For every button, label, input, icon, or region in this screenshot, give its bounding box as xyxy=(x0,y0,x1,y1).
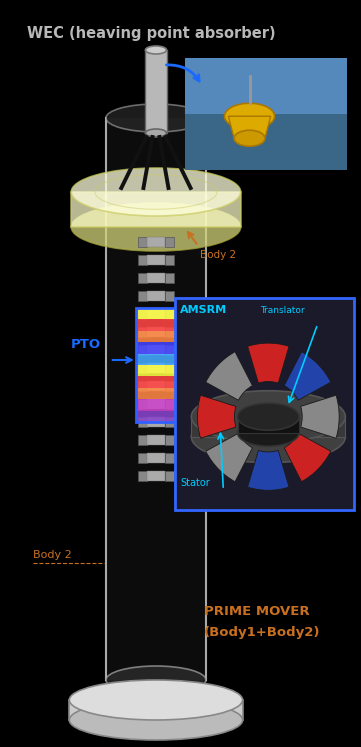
Polygon shape xyxy=(165,363,174,373)
Polygon shape xyxy=(147,453,165,463)
Polygon shape xyxy=(136,365,176,376)
Polygon shape xyxy=(136,320,176,331)
Ellipse shape xyxy=(106,104,206,132)
Ellipse shape xyxy=(238,403,299,430)
Polygon shape xyxy=(138,237,147,247)
Polygon shape xyxy=(138,309,147,319)
Polygon shape xyxy=(138,327,147,337)
Polygon shape xyxy=(147,255,165,265)
Polygon shape xyxy=(69,700,243,720)
Text: Body 2: Body 2 xyxy=(200,250,236,260)
Ellipse shape xyxy=(238,419,299,446)
Polygon shape xyxy=(138,291,147,301)
Text: PRIME MOVER: PRIME MOVER xyxy=(204,605,310,618)
Text: PTO: PTO xyxy=(71,338,101,351)
Polygon shape xyxy=(165,471,174,481)
Polygon shape xyxy=(138,471,147,481)
Wedge shape xyxy=(301,395,339,438)
Bar xyxy=(185,58,347,114)
Ellipse shape xyxy=(191,391,345,443)
Polygon shape xyxy=(147,291,165,301)
Ellipse shape xyxy=(71,168,241,216)
Polygon shape xyxy=(138,381,147,391)
Ellipse shape xyxy=(69,700,243,740)
Polygon shape xyxy=(136,399,176,411)
Wedge shape xyxy=(248,343,289,383)
Polygon shape xyxy=(147,399,165,409)
Polygon shape xyxy=(165,291,174,301)
Polygon shape xyxy=(147,435,165,445)
Polygon shape xyxy=(147,309,165,319)
Polygon shape xyxy=(165,381,174,391)
Polygon shape xyxy=(165,309,174,319)
Text: AMSRM: AMSRM xyxy=(180,305,227,315)
Polygon shape xyxy=(136,388,176,399)
Polygon shape xyxy=(147,273,165,283)
Polygon shape xyxy=(165,255,174,265)
Polygon shape xyxy=(147,345,165,355)
Polygon shape xyxy=(165,327,174,337)
Ellipse shape xyxy=(234,130,265,146)
Ellipse shape xyxy=(145,46,166,54)
Text: Stator: Stator xyxy=(180,478,210,488)
Polygon shape xyxy=(147,327,165,337)
Polygon shape xyxy=(138,345,147,355)
Polygon shape xyxy=(147,471,165,481)
Polygon shape xyxy=(138,363,147,373)
Polygon shape xyxy=(145,50,166,133)
Polygon shape xyxy=(165,273,174,283)
Wedge shape xyxy=(206,352,252,400)
Polygon shape xyxy=(138,399,147,409)
Text: Body 2: Body 2 xyxy=(33,550,71,560)
Polygon shape xyxy=(147,237,165,247)
Polygon shape xyxy=(165,417,174,427)
Polygon shape xyxy=(138,417,147,427)
Polygon shape xyxy=(138,435,147,445)
Polygon shape xyxy=(136,376,176,388)
Polygon shape xyxy=(147,417,165,427)
Polygon shape xyxy=(136,353,176,365)
Polygon shape xyxy=(147,363,165,373)
Bar xyxy=(185,114,347,170)
Polygon shape xyxy=(147,381,165,391)
Text: (Body1+Body2): (Body1+Body2) xyxy=(204,626,321,639)
Wedge shape xyxy=(248,450,289,490)
Ellipse shape xyxy=(71,203,241,251)
Polygon shape xyxy=(165,237,174,247)
Polygon shape xyxy=(136,331,176,342)
Ellipse shape xyxy=(145,129,166,137)
Ellipse shape xyxy=(106,666,206,694)
Polygon shape xyxy=(138,453,147,463)
Polygon shape xyxy=(136,342,176,353)
Polygon shape xyxy=(136,411,176,422)
Polygon shape xyxy=(165,435,174,445)
Wedge shape xyxy=(284,352,331,400)
Polygon shape xyxy=(165,453,174,463)
Wedge shape xyxy=(206,433,252,482)
Ellipse shape xyxy=(191,411,345,462)
Polygon shape xyxy=(138,255,147,265)
Polygon shape xyxy=(138,273,147,283)
FancyBboxPatch shape xyxy=(175,298,354,510)
Ellipse shape xyxy=(225,103,275,129)
Polygon shape xyxy=(238,417,299,433)
Ellipse shape xyxy=(69,680,243,720)
Wedge shape xyxy=(284,433,331,482)
Polygon shape xyxy=(106,118,206,680)
Polygon shape xyxy=(229,117,271,138)
Polygon shape xyxy=(71,192,241,227)
Text: Translator: Translator xyxy=(260,306,305,315)
Polygon shape xyxy=(165,399,174,409)
Text: WEC (heaving point absorber): WEC (heaving point absorber) xyxy=(27,26,275,41)
Polygon shape xyxy=(165,345,174,355)
Polygon shape xyxy=(136,308,176,320)
Wedge shape xyxy=(197,395,236,438)
Polygon shape xyxy=(191,417,345,437)
